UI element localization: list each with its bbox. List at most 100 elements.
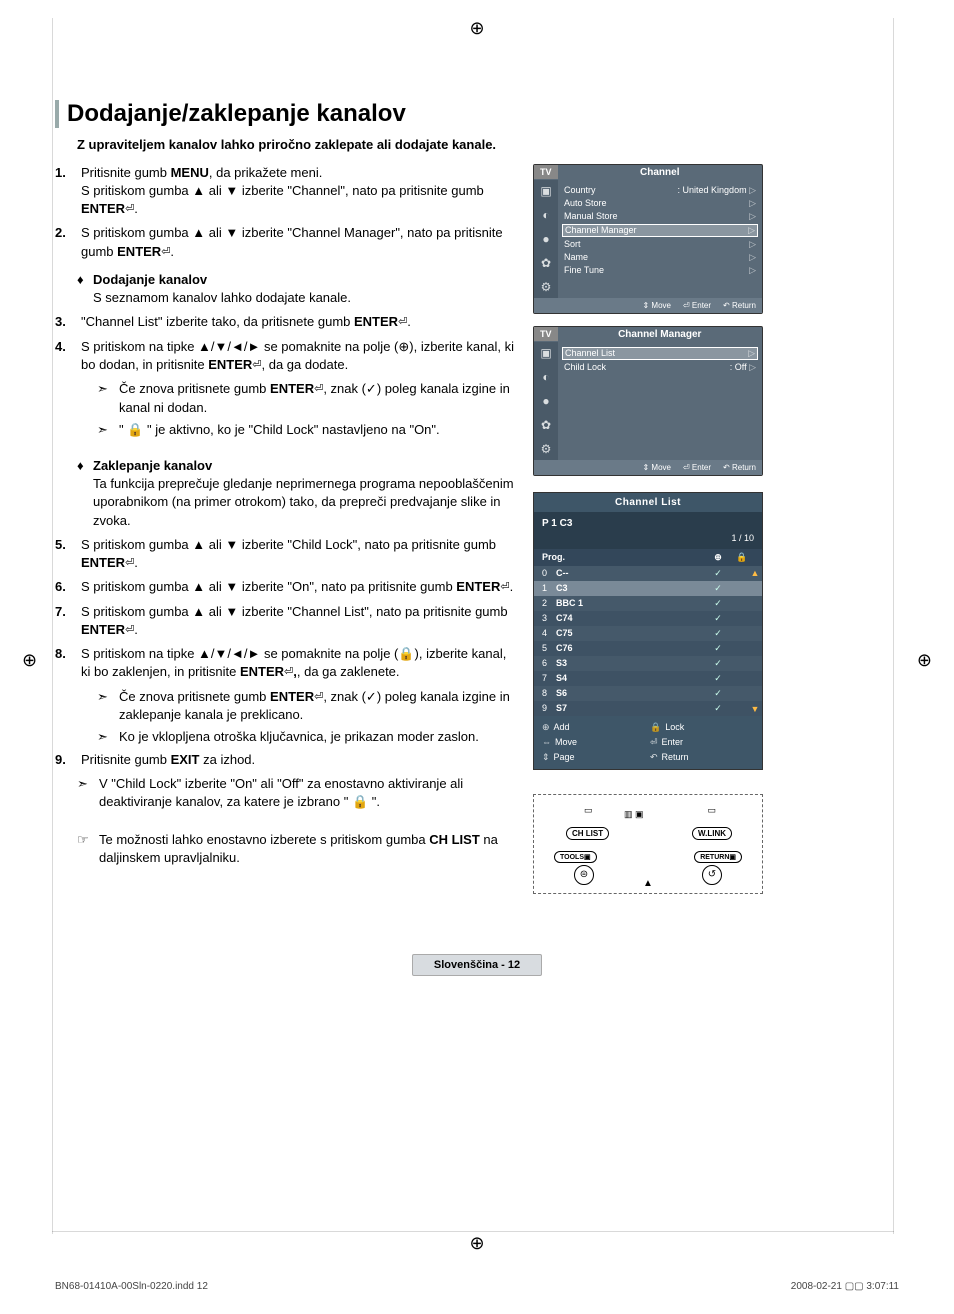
diamond-icon: ♦ [77, 457, 93, 530]
enter-icon: ⏎ [125, 557, 134, 569]
step-number: 9. [55, 751, 81, 769]
tip-text: Te možnosti lahko enostavno izberete s p… [99, 831, 515, 867]
register-mark-left: ⊕ [22, 650, 37, 671]
col-add-icon: ⊕ [706, 552, 730, 563]
enter-icon: ⏎ [314, 383, 323, 395]
step-body: "Channel List" izberite tako, da pritisn… [81, 313, 515, 331]
osd-channel-list: Channel List P 1 C3 1 / 10 Prog. ⊕ 🔒 0C-… [533, 492, 763, 770]
remote-return-button: RETURN▣ [694, 851, 742, 863]
note-text: V "Child Lock" izberite "On" ali "Off" z… [99, 775, 515, 811]
channel-row: 1C3✓ [534, 581, 762, 596]
osd-title: Channel List [534, 493, 762, 512]
legend-enter: ⏎Enter [650, 737, 754, 748]
menu-row: Fine Tune ▷ [564, 264, 756, 277]
remote-circle-button: ⊜ [574, 865, 594, 885]
remote-small-button: ▥ ▣ [624, 809, 644, 820]
register-mark-right: ⊕ [917, 650, 932, 671]
page-language-badge: Slovenščina - 12 [412, 954, 542, 976]
remote-wlink-button: W.LINK [692, 827, 732, 840]
foot-return: ↶ Return [723, 463, 756, 472]
instruction-column: 1. Pritisnite gumb MENU, da prikažete me… [55, 164, 515, 894]
remote-circle-button: ↺ [702, 865, 722, 885]
remote-small-button: ▭ [584, 805, 593, 816]
channel-row: 7S4✓ [534, 671, 762, 686]
step-body: Pritisnite gumb MENU, da prikažete meni.… [81, 164, 515, 219]
remote-chlist-button: CH LIST [566, 827, 609, 840]
menu-row: Manual Store ▷ [564, 210, 756, 223]
step-number: 6. [55, 578, 81, 596]
menu-row: Channel Manager ▷ [562, 224, 758, 237]
footer-date: 2008-02-21 ▢▢ 3:07:11 [791, 1281, 899, 1292]
enter-icon: ⏎ [314, 691, 323, 703]
osd-footer: ⇕ Move ⏎ Enter ↶ Return [534, 460, 762, 475]
foot-enter: ⏎ Enter [683, 463, 711, 472]
remote-diagram: CH LIST W.LINK TOOLS▣ RETURN▣ ⊜ ↺ ▭ ▭ ▥ … [533, 794, 763, 894]
menu-row: Sort ▷ [564, 238, 756, 251]
menu-row: Name ▷ [564, 251, 756, 264]
step-body: S pritiskom na tipke ▲/▼/◄/► se pomaknit… [81, 338, 515, 375]
osd-sidebar: ▣◐●✿⚙ [534, 180, 558, 298]
step-number: 8. [55, 645, 81, 682]
intro-text: Z upraviteljem kanalov lahko priročno za… [77, 136, 517, 154]
footer-file: BN68-01410A-00Sln-0220.indd 12 [55, 1281, 208, 1292]
arrow-text: " 🔒 " je aktivno, ko je "Child Lock" nas… [119, 421, 440, 439]
col-lock-icon: 🔒 [730, 552, 754, 563]
enter-icon: ⏎ [284, 666, 293, 678]
step-number: 3. [55, 313, 81, 331]
step-number: 5. [55, 536, 81, 573]
print-footer: BN68-01410A-00Sln-0220.indd 12 2008-02-2… [55, 1281, 899, 1292]
step-body: S pritiskom gumba ▲ ali ▼ izberite "On",… [81, 578, 515, 596]
page-title: Dodajanje/zaklepanje kanalov [67, 100, 899, 128]
step-body: S pritiskom gumba ▲ ali ▼ izberite "Chan… [81, 603, 515, 640]
step-body: S pritiskom na tipke ▲/▼/◄/► se pomaknit… [81, 645, 515, 682]
foot-move: ⇕ Move [642, 463, 671, 472]
channel-row: 2BBC 1✓ [534, 596, 762, 611]
osd-sidebar: ▣◐●✿⚙ [534, 342, 558, 460]
enter-icon: ⏎ [398, 316, 407, 328]
osd-channel-menu: TV Channel ▣◐●✿⚙ Country: United Kingdom… [533, 164, 763, 314]
menu-row: Channel List ▷ [562, 347, 758, 360]
foot-return: ↶ Return [723, 301, 756, 310]
step-number: 4. [55, 338, 81, 375]
register-mark-top: ⊕ [469, 18, 484, 39]
legend-move: ⇔Move [542, 737, 646, 748]
hand-icon: ☞ [77, 831, 99, 867]
foot-enter: ⏎ Enter [683, 301, 711, 310]
legend-lock: 🔒Lock [650, 722, 754, 733]
sub-section: Zaklepanje kanalovTa funkcija preprečuje… [93, 457, 515, 530]
current-program: P 1 C3 [542, 518, 754, 529]
legend-page: ⇕Page [542, 752, 646, 763]
channel-row: 6S3✓ [534, 656, 762, 671]
channel-row: 9S7✓ [534, 701, 762, 716]
tv-tab: TV [534, 327, 558, 341]
osd-menu-list: Channel List ▷Child Lock: Off ▷ [558, 342, 762, 460]
remote-small-button: ▭ [707, 805, 716, 816]
enter-icon: ⏎ [252, 359, 261, 371]
osd-title: Channel Manager [558, 327, 762, 342]
channel-row: 4C75✓ [534, 626, 762, 641]
arrow-icon: ➣ [97, 688, 119, 725]
enter-icon: ⏎ [161, 246, 170, 258]
diamond-icon: ♦ [77, 271, 93, 307]
menu-row: Auto Store ▷ [564, 197, 756, 210]
scroll-arrows: ▲▼ [750, 566, 760, 716]
remote-dpad-up: ▲ [643, 878, 653, 889]
screenshots-column: TV Channel ▣◐●✿⚙ Country: United Kingdom… [533, 164, 763, 894]
arrow-icon: ➣ [97, 380, 119, 417]
channel-rows: 0C--✓1C3✓2BBC 1✓3C74✓4C75✓5C76✓6S3✓7S4✓8… [534, 566, 762, 716]
step-body: Pritisnite gumb EXIT za izhod. [81, 751, 515, 769]
osd-channel-manager: TV Channel Manager ▣◐●✿⚙ Channel List ▷C… [533, 326, 763, 476]
osd-menu-list: Country: United Kingdom ▷Auto Store ▷Man… [558, 180, 762, 298]
tv-tab: TV [534, 165, 558, 179]
step-number: 7. [55, 603, 81, 640]
arrow-text: Če znova pritisnete gumb ENTER⏎, znak (✓… [119, 380, 515, 417]
legend-return: ↶Return [650, 752, 754, 763]
page-indicator: 1 / 10 [542, 533, 754, 543]
enter-icon: ⏎ [500, 581, 509, 593]
step-body: S pritiskom gumba ▲ ali ▼ izberite "Chil… [81, 536, 515, 573]
enter-icon: ⏎ [125, 624, 134, 636]
arrow-icon: ➣ [77, 775, 99, 811]
channel-row: 5C76✓ [534, 641, 762, 656]
menu-row: Country: United Kingdom ▷ [564, 184, 756, 197]
step-number: 1. [55, 164, 81, 219]
